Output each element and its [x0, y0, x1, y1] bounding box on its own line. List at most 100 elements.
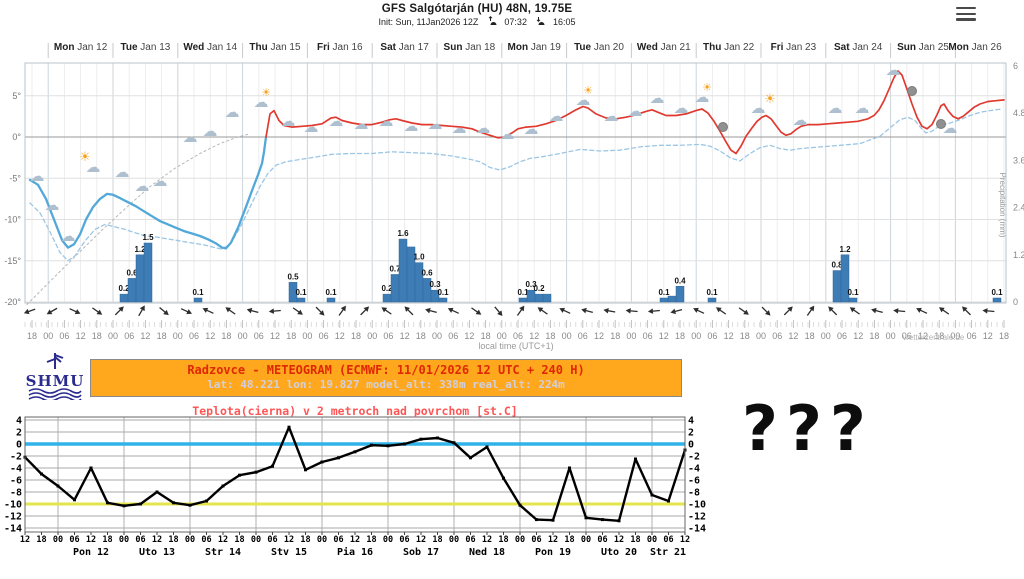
temp-marker [485, 445, 489, 449]
hour-label: 18 [234, 535, 244, 545]
cloud-icon: ☁ [428, 116, 443, 133]
y-tick-left: -4 [10, 464, 22, 475]
wind-arrow-icon [738, 307, 749, 315]
hour-label: 06 [531, 535, 541, 545]
temp-marker [419, 437, 423, 441]
precip-bar [667, 295, 677, 303]
precip-bar [135, 254, 145, 303]
temp-marker [535, 518, 538, 522]
hour-label: 00 [497, 331, 507, 341]
hour-label: 00 [53, 535, 63, 545]
precip-bar [518, 297, 528, 303]
wind-arrow-icon [471, 307, 482, 315]
hour-label: 12 [529, 331, 539, 341]
temp-marker [304, 468, 307, 472]
y-tick-left: -8 [10, 488, 22, 499]
hour-label: 12 [416, 535, 426, 545]
day-label: Sob 17 [403, 547, 439, 558]
plot-border [24, 62, 1007, 304]
precip-bar-label: 0.4 [674, 276, 686, 285]
cloud-icon: ☁ [30, 168, 45, 185]
temp-marker [238, 473, 241, 477]
hour-label: 06 [643, 331, 653, 341]
temp-marker [386, 444, 390, 448]
precip-bar [143, 242, 153, 303]
hour-label: 00 [515, 535, 525, 545]
temp-marker [436, 436, 439, 440]
cloud-icon: ☁ [828, 100, 843, 117]
precip-bar [382, 293, 392, 303]
y-tick-left: 4 [16, 416, 22, 427]
precip-axis-tick: 4.8 [1013, 108, 1024, 118]
temp-axis-tick: -10° [4, 215, 21, 225]
precip-bar [430, 289, 440, 303]
cloud-icon: ☁ [793, 112, 808, 129]
temp-marker [320, 460, 324, 464]
temp-marker [56, 484, 60, 488]
precip-bar-label: 0.3 [429, 280, 441, 289]
hour-label: 06 [513, 331, 523, 341]
temp-axis-tick: -5° [9, 173, 21, 183]
cloud-icon: ☁ [855, 100, 870, 117]
wind-arrow-icon [916, 307, 928, 314]
bottom-meteogram: 4 42 20 0-2 -2-4 -4-6 -6-8 -8-10 -10-12 -12-14 -14… [4, 416, 706, 559]
wind-arrow-icon [581, 307, 593, 314]
wind-arrow-icon [447, 307, 459, 314]
wind-arrow-icon [849, 307, 860, 315]
hour-label: 12 [400, 331, 410, 341]
wind-arrow-icon [180, 308, 192, 315]
hour-label: 12 [284, 535, 294, 545]
hour-label: 18 [27, 331, 37, 341]
precip-bar [840, 254, 850, 303]
hour-label: 18 [432, 535, 442, 545]
sunset-time: 16:05 [552, 17, 576, 27]
temp-marker [502, 476, 505, 480]
precip-bar-label: 0.1 [437, 288, 449, 297]
wind-arrow-icon [938, 307, 950, 315]
temp-marker [518, 503, 522, 507]
wind-arrow-icon [537, 307, 548, 315]
temp-marker [122, 504, 126, 508]
y-tick-left: 2 [16, 428, 22, 439]
wind-arrow-icon [893, 308, 906, 314]
cloud-icon: ☁ [281, 113, 296, 130]
hour-label: 12 [140, 331, 150, 341]
precip-bar-label: 0.3 [525, 280, 537, 289]
y-tick-right: 4 [688, 416, 694, 427]
wind-arrow-icon [559, 307, 571, 314]
wind-arrow-icon [246, 307, 259, 314]
wind-arrow-icon [268, 308, 281, 314]
temperature-line-blue [28, 135, 268, 250]
temp-marker [403, 442, 406, 446]
day-label: Tue Jan 20 [574, 42, 624, 53]
hour-label: 06 [189, 331, 199, 341]
page-title: GFS Salgótarján (HU) 48N, 19.75E [381, 3, 573, 15]
precip-bar-label: 1.2 [134, 245, 146, 254]
temp-marker [254, 470, 258, 474]
sunset-icon [533, 17, 545, 25]
y-tick-left: -12 [4, 512, 22, 523]
hour-label: 00 [302, 331, 312, 341]
temp-marker [73, 498, 76, 502]
hour-label: 18 [416, 331, 426, 341]
hour-label: 00 [626, 331, 636, 341]
cloud-icon: ☁ [304, 119, 319, 136]
day-label: Sun Jan 25 [897, 42, 949, 53]
temp-marker [650, 493, 654, 497]
shmu-logo-text: SHMU [25, 372, 85, 390]
hour-label: 00 [173, 331, 183, 341]
temp-axis-tick: -20° [4, 297, 21, 307]
sun-icon: ☀ [702, 82, 712, 94]
hour-label: 06 [333, 535, 343, 545]
hour-label: 06 [837, 331, 847, 341]
hamburger-menu-icon[interactable] [956, 7, 976, 23]
gray-cloud-dot-icon [907, 86, 917, 96]
temp-marker [155, 490, 159, 494]
hour-label: 18 [36, 535, 46, 545]
hour-label: 06 [201, 535, 211, 545]
temp-marker [568, 466, 571, 470]
temp-marker [89, 466, 93, 470]
day-label: Ned 18 [469, 547, 505, 558]
day-label: Pon 12 [73, 547, 109, 558]
sun-icon: ☀ [583, 85, 593, 97]
